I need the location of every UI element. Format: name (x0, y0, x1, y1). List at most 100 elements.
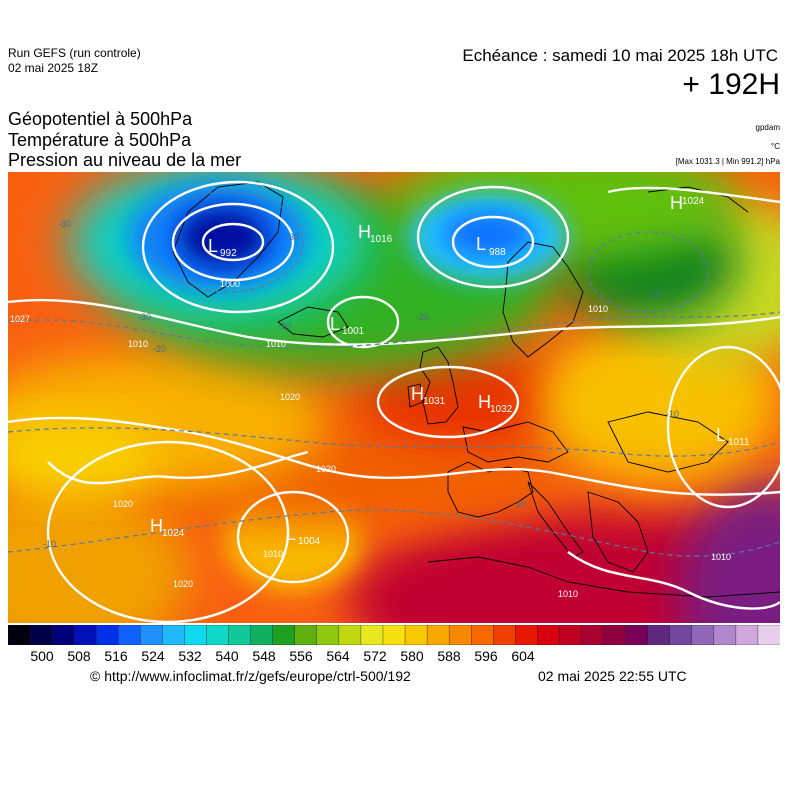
center-value: 988 (489, 247, 506, 258)
isotherm-label: -30 (58, 219, 71, 229)
color-swatch (338, 625, 362, 645)
isobar-label: 1020 (316, 464, 336, 474)
isobar-label: 1010 (711, 552, 731, 562)
color-swatch (316, 625, 340, 645)
center-value: 1032 (490, 404, 513, 415)
isobar-label: 1010 (263, 549, 283, 559)
isobar-label: 1010 (588, 304, 608, 314)
color-swatch (559, 625, 583, 645)
unit-temp: °C (771, 142, 780, 151)
unit-geop: gpdam (755, 123, 780, 132)
run-label: Run GEFS (run controle) (8, 46, 141, 60)
color-swatch (294, 625, 318, 645)
center-letter: H (478, 392, 491, 412)
color-scale-tick: 564 (326, 648, 350, 664)
color-scale-tick: 508 (67, 648, 91, 664)
color-swatch (625, 625, 649, 645)
color-swatch (184, 625, 208, 645)
color-swatch (250, 625, 274, 645)
center-value: 1031 (423, 396, 446, 407)
center-value: 992 (220, 248, 237, 259)
color-swatch (691, 625, 715, 645)
color-swatch (382, 625, 406, 645)
color-swatch (735, 625, 759, 645)
color-swatch (162, 625, 186, 645)
center-value: 1001 (342, 326, 365, 337)
color-scale-tick: 516 (104, 648, 128, 664)
center-letter: L (208, 236, 218, 256)
unit-pressure: [Max 1031.3 | Min 991.2] hPa (675, 157, 780, 166)
isotherm-label: -10 (648, 289, 661, 299)
center-value: 1011 (728, 437, 750, 448)
valid-time: Echéance : samedi 10 mai 2025 18h UTC (462, 46, 778, 65)
run-date: 02 mai 2025 18Z (8, 61, 99, 75)
lead-time: + 192H (682, 68, 780, 101)
color-swatch (757, 625, 780, 645)
isobar-label: 1000 (220, 279, 240, 289)
isobar-label: 1010 (128, 339, 148, 349)
center-value: 1016 (370, 234, 393, 245)
color-swatch (228, 625, 252, 645)
color-swatch (426, 625, 450, 645)
color-swatch (581, 625, 605, 645)
color-swatch (448, 625, 472, 645)
color-swatch (515, 625, 539, 645)
isotherm-label: -10 (43, 539, 56, 549)
color-scale-tick: 604 (511, 648, 535, 664)
center-letter: H (358, 222, 371, 242)
color-scale-tick: 556 (289, 648, 313, 664)
color-swatch (140, 625, 164, 645)
center-value: 1004 (298, 536, 321, 547)
color-swatch (603, 625, 627, 645)
center-letter: H (411, 384, 424, 404)
isotherm-label: -30 (286, 232, 299, 242)
color-swatch (493, 625, 517, 645)
color-swatch (96, 625, 119, 645)
title-geopotential: Géopotentiel à 500hPa (8, 109, 193, 129)
isobar-label: 1020 (173, 579, 193, 589)
color-scale-tick: 596 (474, 648, 498, 664)
color-swatch (51, 625, 75, 645)
color-swatch (8, 625, 31, 645)
isotherms (8, 191, 780, 557)
isobar-label: 1010 (558, 589, 578, 599)
color-swatch (360, 625, 384, 645)
color-scale-tick: 588 (437, 648, 461, 664)
source-url[interactable]: © http://www.infoclimat.fr/z/gefs/europe… (90, 668, 411, 684)
isotherm-label: -20 (153, 344, 166, 354)
color-scale-tick: 540 (215, 648, 239, 664)
isotherm-label: -20 (416, 312, 429, 322)
weather-map: L 992 H 1016 L 988 H 1024 L 1001 H 1031 … (8, 172, 780, 623)
center-letter: L (330, 314, 340, 334)
color-swatch (404, 625, 428, 645)
color-scale-tick: 580 (400, 648, 424, 664)
center-letter: H (150, 516, 163, 536)
color-scale-bar (8, 625, 780, 645)
generation-time: 02 mai 2025 22:55 UTC (538, 668, 687, 684)
isobar-label: 1027 (10, 314, 30, 324)
isobar-label: 1020 (280, 392, 300, 402)
color-scale-tick: 500 (30, 648, 54, 664)
isobar-label: 1020 (113, 499, 133, 509)
color-swatch (73, 625, 97, 645)
center-letter: L (286, 524, 296, 544)
isotherm-label: -30 (138, 312, 151, 322)
center-value: 1024 (682, 196, 705, 207)
color-scale-tick: 532 (178, 648, 202, 664)
color-swatch (29, 625, 53, 645)
color-swatch (206, 625, 230, 645)
title-temperature: Température à 500hPa (8, 130, 192, 150)
title-pressure: Pression au niveau de la mer (8, 150, 242, 170)
center-letter: L (716, 425, 726, 445)
color-swatch (669, 625, 693, 645)
isotherm-label: -20 (278, 321, 291, 331)
geopotential-field (8, 172, 780, 623)
color-swatch (471, 625, 494, 645)
center-value: 1024 (162, 528, 185, 539)
color-scale-tick: 548 (252, 648, 276, 664)
isotherm-label: -10 (513, 499, 526, 509)
center-letter: H (670, 193, 683, 213)
color-swatch (647, 625, 671, 645)
color-swatch (272, 625, 296, 645)
color-scale-tick: 524 (141, 648, 165, 664)
